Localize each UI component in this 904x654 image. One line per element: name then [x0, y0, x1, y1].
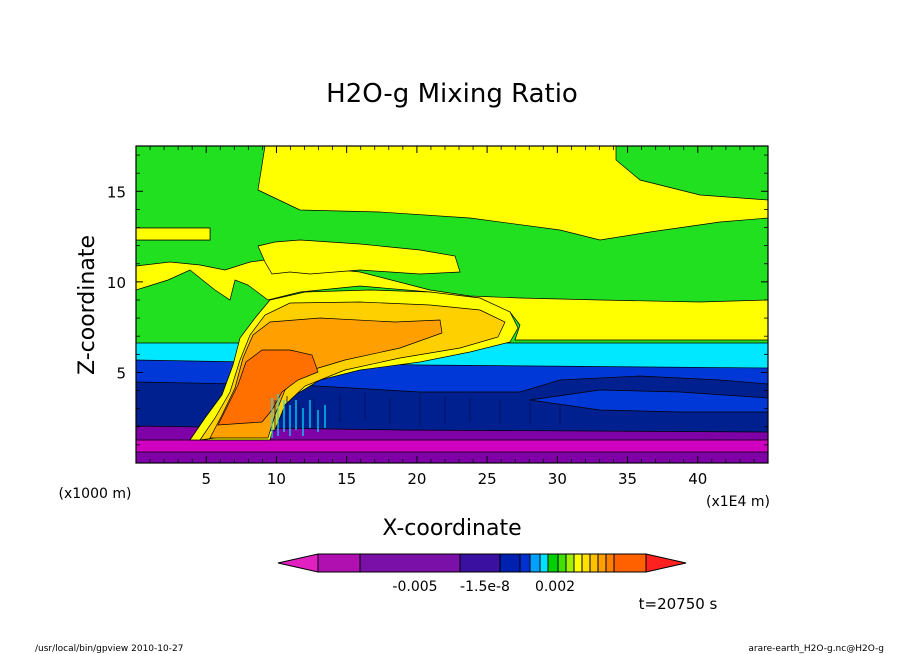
field-region-magenta — [136, 439, 768, 453]
y-tick-label: 5 — [116, 364, 126, 382]
colorbar-labels: -0.005 -1.5e-8 0.002 — [392, 579, 575, 595]
x-axis-label: X-coordinate — [382, 516, 521, 541]
x-tick-label: 35 — [618, 470, 637, 488]
field-region-navy-tongue — [529, 389, 768, 413]
colorbar-label-2: 0.002 — [535, 579, 575, 595]
y-tick-label: 10 — [107, 274, 126, 292]
colorbar-segment — [557, 553, 567, 573]
field-region-yellow-patch — [257, 239, 461, 275]
x-axis-ticks: 5 10 15 20 25 30 35 40 — [149, 146, 755, 488]
x-tick-label: 10 — [267, 470, 286, 488]
colorbar-under-arrow — [277, 553, 319, 573]
colorbar-segment — [529, 553, 541, 573]
time-annotation: t=20750 s — [639, 595, 718, 613]
footer-right: arare-earth_H2O-g.nc@H2O-g — [748, 644, 884, 654]
plot-frame — [135, 145, 769, 464]
plot-area — [136, 146, 768, 463]
colorbar-segment — [597, 553, 607, 573]
x-tick-label: 40 — [688, 470, 707, 488]
colorbar-segment — [459, 553, 501, 573]
colorbar-segment — [499, 553, 521, 573]
colorbar-segment — [359, 553, 461, 573]
field-region-convective-streaks — [271, 394, 326, 438]
colorbar-segment — [605, 553, 615, 573]
colorbar — [277, 553, 687, 573]
y-axis-label: Z-coordinate — [75, 235, 100, 375]
colorbar-segment — [581, 553, 591, 573]
colorbar-segment — [547, 553, 559, 573]
colorbar-segment — [565, 553, 575, 573]
colorbar-segment — [317, 553, 361, 573]
y-unit-label: (x1000 m) — [59, 486, 132, 502]
x-unit-label: (x1E4 m) — [706, 494, 770, 510]
chart-title: H2O-g Mixing Ratio — [326, 79, 578, 109]
field-region-convective-dark-streaks — [274, 392, 561, 432]
field-region-yellow-strip — [136, 227, 211, 241]
x-tick-label: 25 — [478, 470, 497, 488]
x-tick-label: 5 — [201, 470, 211, 488]
y-axis-ticks: 5 10 15 — [107, 154, 768, 446]
x-tick-label: 30 — [548, 470, 567, 488]
footer-left: /usr/local/bin/gpview 2010-10-27 — [35, 644, 183, 654]
x-tick-label: 15 — [337, 470, 356, 488]
colorbar-over-arrow — [645, 553, 687, 573]
colorbar-label-0: -0.005 — [392, 579, 437, 595]
colorbar-segment — [589, 553, 599, 573]
y-tick-label: 15 — [107, 183, 126, 201]
x-tick-label: 20 — [407, 470, 426, 488]
colorbar-label-1: -1.5e-8 — [460, 579, 510, 595]
colorbar-segment — [519, 553, 531, 573]
colorbar-segment — [573, 553, 583, 573]
colorbar-segment — [613, 553, 647, 573]
colorbar-segment — [539, 553, 549, 573]
